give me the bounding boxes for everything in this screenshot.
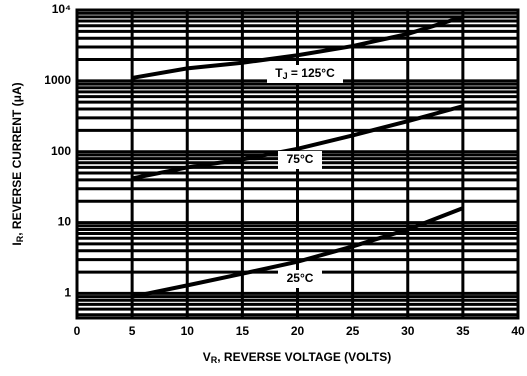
series-line [131, 104, 464, 181]
y-axis-title: IR, REVERSE CURRENT (μA) [10, 82, 25, 245]
series-label-part: T [275, 66, 283, 80]
y-title-sub: R [15, 235, 25, 242]
x-tick-label: 30 [401, 324, 415, 338]
series-label-part: 75°C [287, 152, 314, 166]
y-tick-label: 1000 [44, 73, 71, 87]
y-tick-label: 10⁴ [52, 2, 71, 16]
x-tick-label: 5 [129, 324, 136, 338]
x-tick-label: 40 [511, 324, 525, 338]
x-title-main: V [203, 350, 211, 364]
label-background [278, 151, 322, 169]
y-tick-label: 10 [58, 215, 72, 229]
y-title-main: I [10, 242, 24, 245]
series-label: 75°C [287, 152, 314, 166]
x-tick-label: 15 [236, 324, 250, 338]
series-label-part: 25°C [287, 271, 314, 285]
series-line [131, 14, 464, 80]
series-label: TJ = 125°C [275, 66, 335, 81]
series-label-part: J [283, 71, 288, 81]
x-axis-title: VR, REVERSE VOLTAGE (VOLTS) [203, 350, 392, 365]
y-tick-label: 100 [51, 144, 71, 158]
x-tick-label: 10 [181, 324, 195, 338]
x-tick-label: 25 [346, 324, 360, 338]
x-tick-label: 20 [291, 324, 305, 338]
x-title-rest: , REVERSE VOLTAGE (VOLTS) [217, 350, 391, 364]
series-label-part: = 125°C [288, 66, 335, 80]
y-title-rest: , REVERSE CURRENT (μA) [10, 82, 24, 235]
x-title-sub: R [211, 355, 218, 365]
label-background [278, 270, 322, 288]
label-background [267, 65, 343, 83]
x-tick-label: 0 [74, 324, 81, 338]
y-tick-label: 1 [64, 286, 71, 300]
series-line [131, 206, 464, 299]
plot-frame [75, 8, 520, 320]
x-tick-label: 35 [456, 324, 470, 338]
series-label: 25°C [287, 271, 314, 285]
